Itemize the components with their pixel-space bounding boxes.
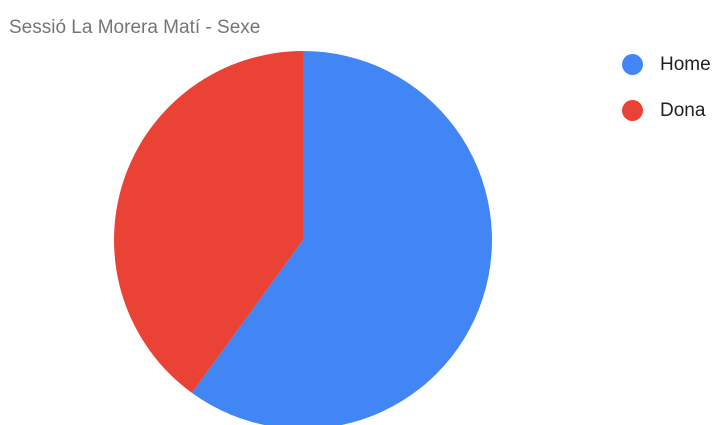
legend-swatch	[622, 100, 643, 121]
pie-slice-dona[interactable]	[114, 51, 303, 393]
legend-swatch	[622, 54, 643, 75]
legend: Home Dona	[622, 52, 711, 144]
chart-title: Sessió La Morera Matí - Sexe	[9, 17, 261, 38]
legend-item-dona[interactable]: Dona	[622, 98, 711, 123]
pie-slice-home[interactable]	[191, 51, 492, 425]
legend-item-home[interactable]: Home	[622, 52, 711, 77]
legend-label: Dona	[660, 99, 706, 121]
legend-label: Home	[660, 53, 711, 75]
